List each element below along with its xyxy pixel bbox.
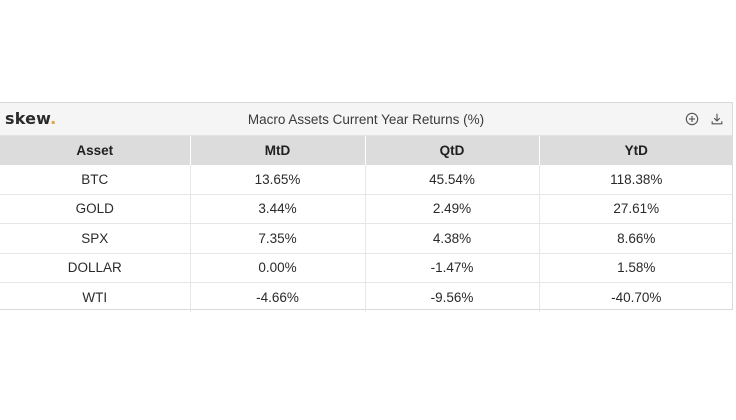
cell-qtd: 2.49% [365,194,540,224]
column-header-asset[interactable]: Asset [0,136,191,165]
table-header-row: Asset MtD QtD YtD [0,136,733,165]
cell-ytd: 118.38% [539,165,733,195]
returns-table: Asset MtD QtD YtD BTC 13.65% 45.54% 118.… [0,136,733,312]
logo-dot: . [50,109,57,128]
skew-logo: skew. [5,109,56,128]
cell-qtd: 45.54% [365,165,540,195]
table-row: BTC 13.65% 45.54% 118.38% [0,165,733,195]
logo-text: skew [5,109,51,128]
cell-ytd: 8.66% [539,223,733,254]
cell-qtd: 4.38% [365,223,540,254]
widget-header: skew. Macro Assets Current Year Returns … [0,103,732,136]
download-icon[interactable] [709,111,725,127]
widget-title: Macro Assets Current Year Returns (%) [247,112,485,127]
cell-mtd: 7.35% [190,223,366,254]
cell-qtd: -1.47% [365,253,540,283]
cell-mtd: 0.00% [190,253,366,283]
returns-widget: skew. Macro Assets Current Year Returns … [0,102,733,312]
table-row: DOLLAR 0.00% -1.47% 1.58% [0,253,733,283]
cell-asset: GOLD [0,194,191,224]
cell-mtd: -4.66% [190,282,366,312]
column-header-qtd[interactable]: QtD [365,136,540,165]
table-row: GOLD 3.44% 2.49% 27.61% [0,194,733,224]
column-header-mtd[interactable]: MtD [190,136,366,165]
add-circle-icon[interactable] [684,111,700,127]
table-row: WTI -4.66% -9.56% -40.70% [0,282,733,312]
cell-asset: DOLLAR [0,253,191,283]
table-row: SPX 7.35% 4.38% 8.66% [0,223,733,254]
cell-ytd: -40.70% [611,289,662,305]
cell-asset: SPX [0,223,191,254]
cell-asset: BTC [0,165,191,195]
cell-asset: WTI [0,282,191,312]
cell-ytd: 27.61% [539,194,733,224]
column-header-ytd[interactable]: YtD [539,136,733,165]
cell-qtd: -9.56% [365,282,540,312]
cell-mtd: 3.44% [190,194,366,224]
cell-mtd: 13.65% [190,165,366,195]
cell-ytd: 1.58% [539,253,733,283]
